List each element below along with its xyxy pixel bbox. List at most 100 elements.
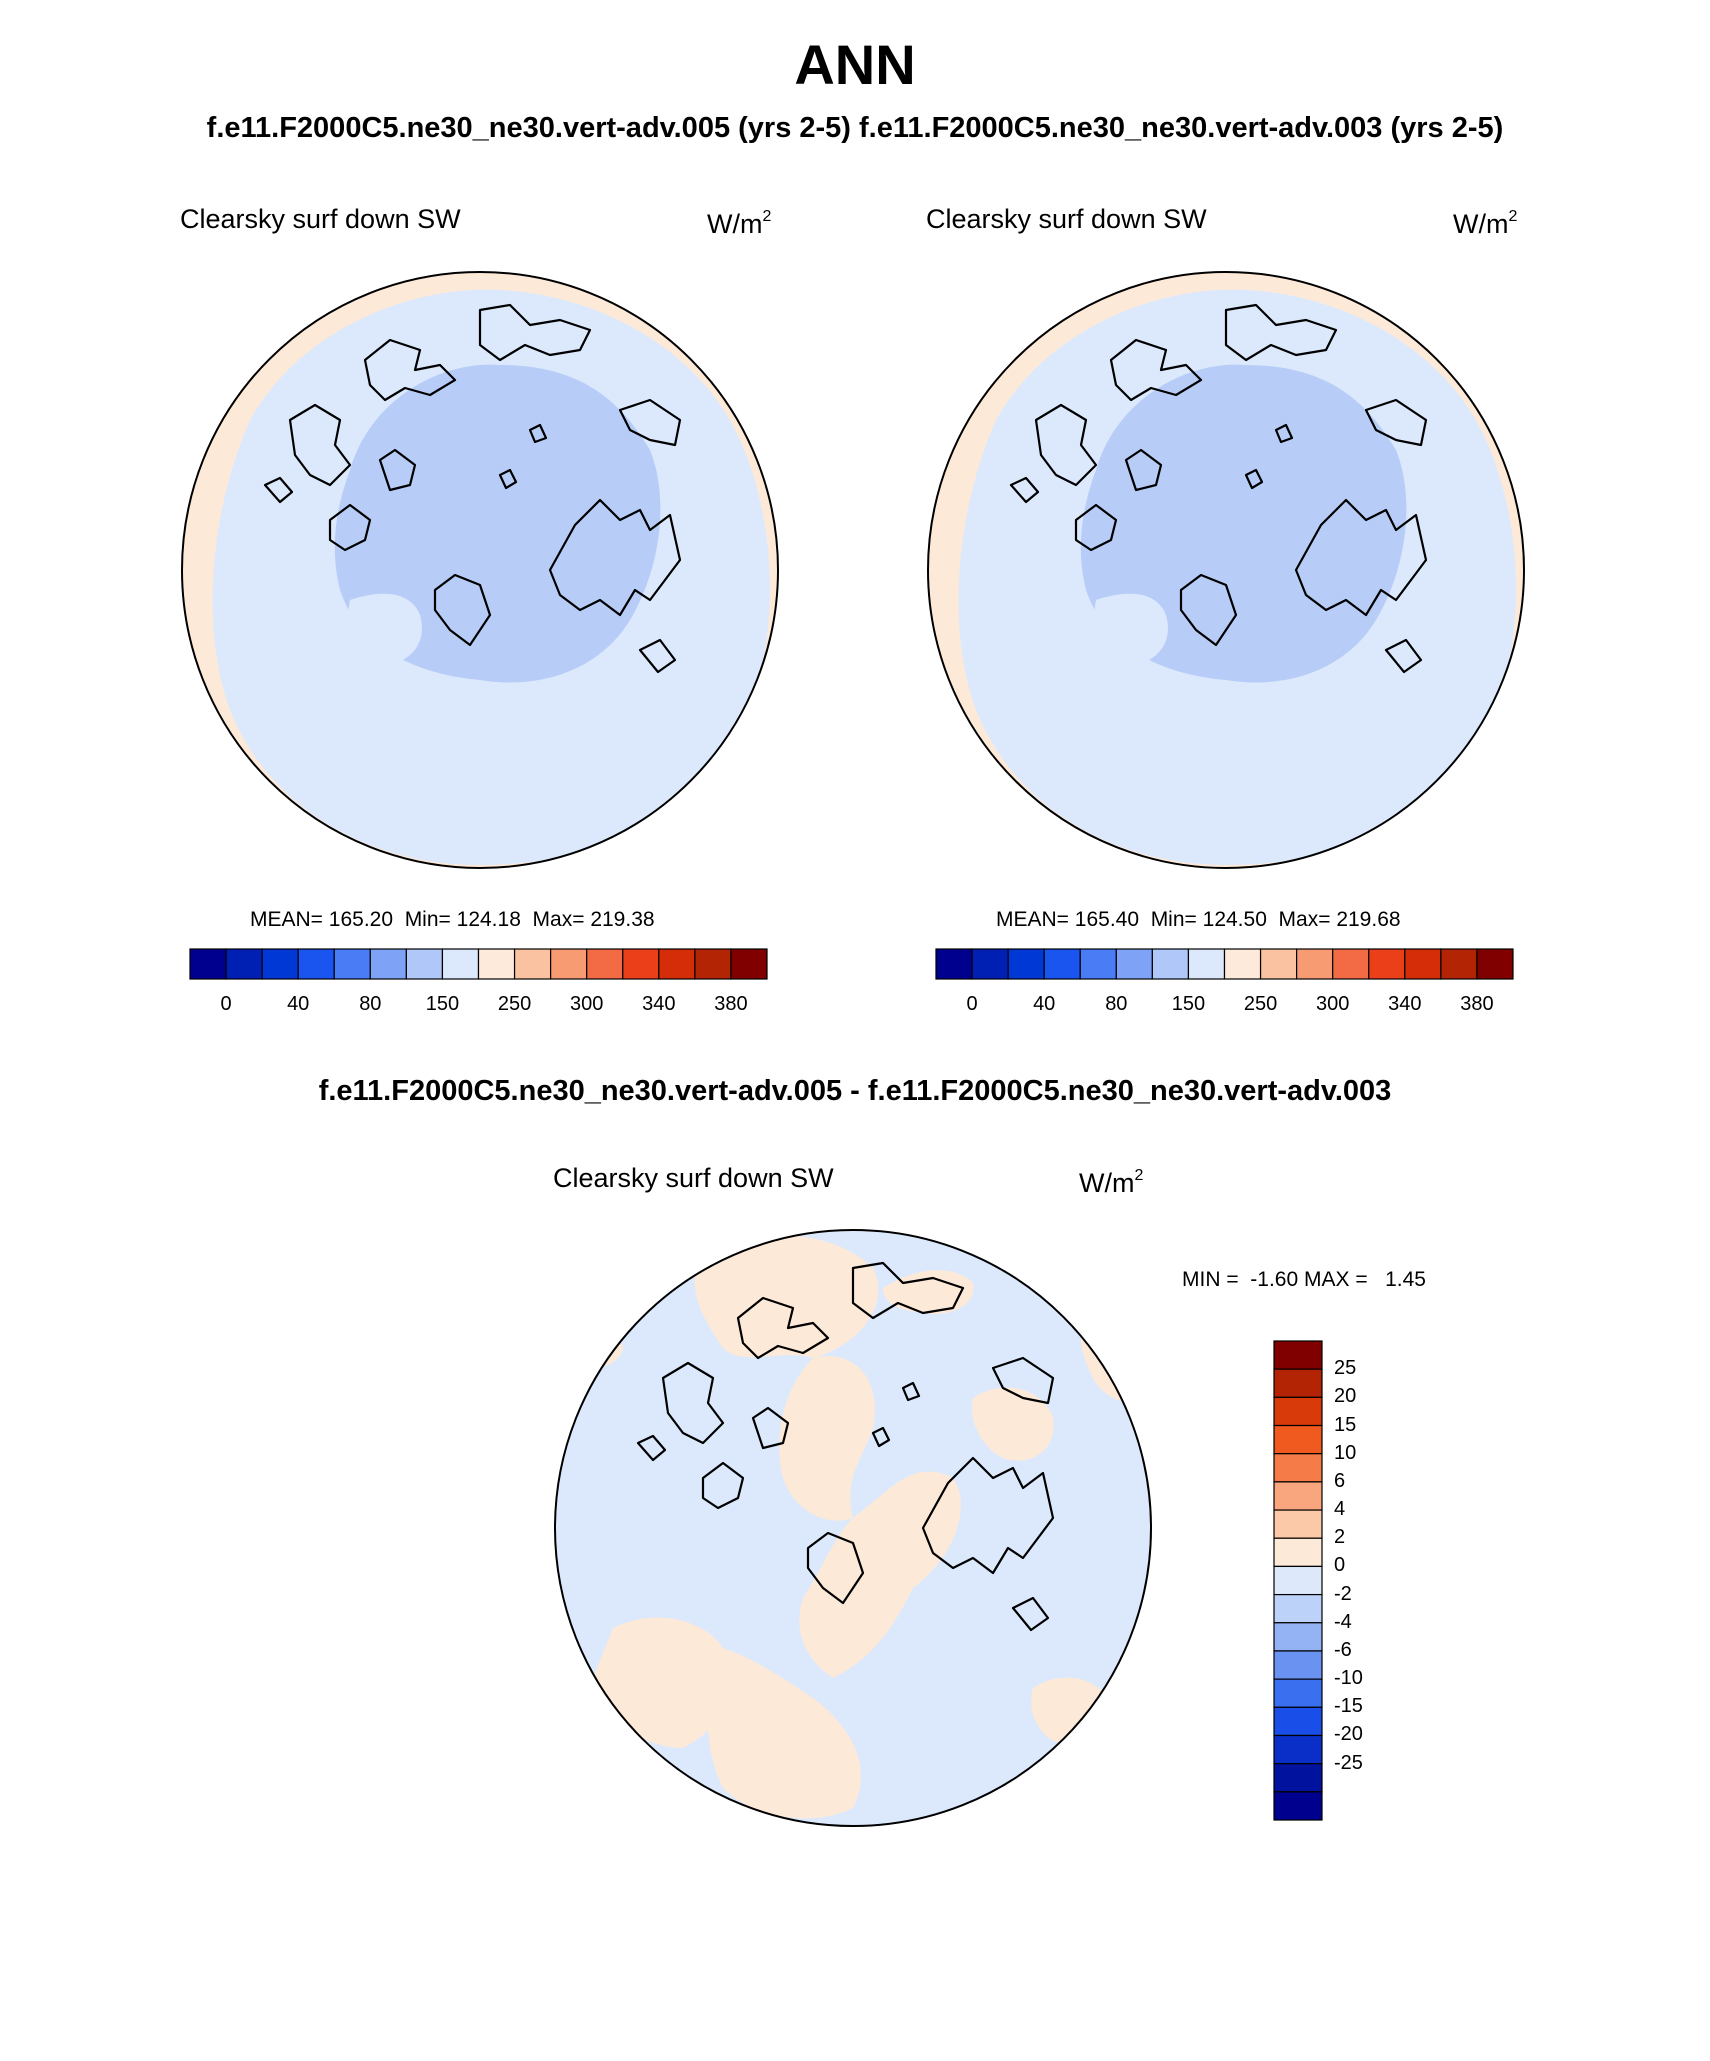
panel1-colorbar-label: 80: [359, 993, 382, 1015]
panel3-coastlines: [636, 1261, 1055, 1632]
panel3-colorbar-box: [1273, 1734, 1323, 1765]
panel2-coastline: [1179, 573, 1238, 647]
panel2-colorbar-label: 40: [1033, 993, 1056, 1015]
panel1-greenland-patch: [348, 593, 422, 666]
panel3-units: W/m2: [1079, 1167, 1144, 1198]
panel1-coastline: [378, 448, 417, 492]
panel3-positive-area: [593, 1617, 731, 1748]
panel3-variable: Clearsky surf down SW: [553, 1163, 834, 1193]
panel2-colorbar-label: 80: [1105, 993, 1128, 1015]
panel1-coastline: [498, 468, 518, 490]
panel3-coastline: [661, 1361, 725, 1445]
panel2-colorbar-box: [1079, 948, 1117, 980]
panel2-units: W/m2: [1453, 208, 1518, 239]
panel1-stats: MEAN= 165.20 Min= 124.18 Max= 219.38: [250, 908, 655, 931]
panel3-colorbar-box: [1273, 1791, 1323, 1821]
page-title: ANN: [794, 33, 916, 96]
panel2-colorbar-box: [935, 948, 973, 980]
panel1-units: W/m2: [707, 208, 772, 239]
panel2-colorbar-box: [1296, 948, 1334, 980]
panel3-boundary: [554, 1229, 1152, 1827]
panel1-colorbar-box: [477, 948, 516, 980]
panel1-colorbar-box: [550, 948, 588, 980]
panel3-positive-area: [883, 1270, 974, 1314]
difference-title: f.e11.F2000C5.ne30_ne30.vert-adv.005 - f…: [318, 1075, 1392, 1107]
panel3-colorbar-box: [1273, 1424, 1323, 1455]
panel1-coastline: [328, 503, 372, 552]
panel1-colorbar-label: 40: [287, 993, 310, 1015]
panel3-positive-area: [573, 1324, 623, 1367]
panel1-colorbar-box: [225, 948, 263, 980]
panel1-coastline: [433, 573, 492, 647]
panel3-colorbar-label: -10: [1334, 1667, 1363, 1690]
panel2-boundary: [927, 271, 1525, 869]
panel3-colorbar-label: 6: [1334, 1469, 1346, 1492]
panel2-colorbar-box: [1007, 948, 1045, 980]
panel3-coastline: [751, 1406, 790, 1450]
panel2-colorbar-label: 340: [1388, 993, 1422, 1015]
panel1-colorbar-label: 0: [220, 993, 232, 1015]
panel2-colorbar-box: [1187, 948, 1226, 980]
panel3-colorbar-label: 20: [1334, 1385, 1357, 1408]
panel3-coastline: [1011, 1596, 1050, 1632]
panel2-coastline: [1244, 468, 1264, 490]
panel3-colorbar-box: [1273, 1396, 1323, 1427]
panel2-coastline: [1034, 403, 1098, 487]
panel2-colorbar: [935, 948, 1514, 980]
panel1-coastline: [638, 638, 677, 674]
panel3-colorbar-box: [1273, 1537, 1323, 1568]
panel3-colorbar-label: -2: [1334, 1582, 1352, 1605]
panel1-colorbar: [189, 948, 768, 980]
panel2-colorbar-box: [1404, 948, 1442, 980]
panel1-colorbar-box: [694, 948, 732, 980]
panel1-colorbar-box: [189, 948, 227, 980]
panel1-coastline: [263, 476, 294, 504]
panel3-colorbar-label: -4: [1334, 1610, 1352, 1633]
panel1-colorbar-box: [586, 948, 624, 980]
panel3-colorbar-label: 0: [1334, 1554, 1346, 1577]
panel2-colorbar-box: [1151, 948, 1190, 980]
panel3-coastline: [701, 1461, 745, 1510]
panel3-colorbar-label: -6: [1334, 1638, 1352, 1661]
panel2-greenland-patch: [1094, 593, 1168, 666]
panel2-colorbar-box: [1259, 948, 1298, 980]
panel2-colorbar-label: 300: [1316, 993, 1350, 1015]
panel2-colorbar-box: [1223, 948, 1262, 980]
panel1-coastline: [618, 398, 682, 447]
panel3-coastline: [871, 1426, 891, 1448]
panel3-coastline: [736, 1296, 830, 1360]
panel1-coastline: [363, 338, 457, 402]
panel2-colorbar-box: [1043, 948, 1081, 980]
panel3-colorbar-box: [1273, 1453, 1323, 1483]
panel1-inner-band: [334, 364, 661, 683]
panel3-coastline: [901, 1381, 921, 1402]
panel1-coastline: [548, 498, 682, 617]
panel3-colorbar-box: [1273, 1368, 1323, 1398]
panel1-colorbar-box: [441, 948, 480, 980]
panel2-colorbar-label: 150: [1171, 993, 1206, 1015]
panel1-colorbar-box: [405, 948, 444, 980]
panel1-colorbar-box: [730, 948, 768, 980]
panel1-colorbar-label: 250: [497, 993, 532, 1015]
panel2-coastline: [1384, 638, 1423, 674]
panel2-colorbar-box: [1115, 948, 1153, 980]
panel2-variable: Clearsky surf down SW: [926, 204, 1207, 234]
panel1-coastline: [528, 423, 548, 444]
case-titles: f.e11.F2000C5.ne30_ne30.vert-adv.005 (yr…: [206, 112, 1504, 144]
panel1-colorbar-label: 150: [425, 993, 460, 1015]
panel2-colorbar-box: [971, 948, 1009, 980]
panel2-polar-map: [927, 271, 1525, 869]
panel3-colorbar-box: [1273, 1593, 1323, 1624]
panel2-colorbar-box: [1440, 948, 1478, 980]
panel1-colorbar-box: [513, 948, 552, 980]
panel3-colorbar-label: 4: [1334, 1498, 1346, 1521]
panel3-coastline: [851, 1261, 965, 1320]
panel3-positive-area: [708, 1648, 861, 1819]
panel1-field: [182, 272, 778, 868]
panel3-colorbar-label: 25: [1334, 1357, 1357, 1380]
panel3-positive-area: [972, 1387, 1054, 1461]
panel2-colorbar-label: 380: [1460, 993, 1494, 1015]
panel1-colorbar-box: [658, 948, 696, 980]
panel2-colorbar-box: [1368, 948, 1406, 980]
panel3-colorbar-box: [1273, 1622, 1323, 1652]
